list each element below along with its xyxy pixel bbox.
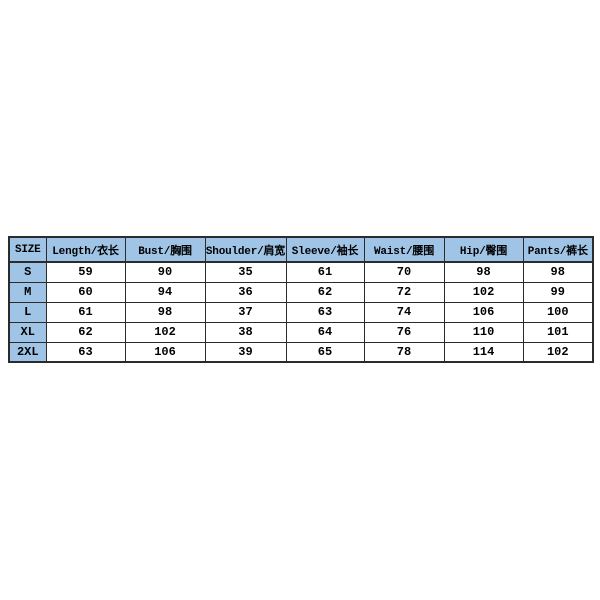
measurement-cell: 99 [522, 281, 594, 303]
measurement-cell: 102 [522, 341, 594, 363]
measurement-cell: 63 [285, 301, 365, 323]
measurement-cell: 72 [363, 281, 445, 303]
measurement-cell: 37 [204, 301, 287, 323]
size-row-label: XL [8, 321, 47, 343]
measurement-cell: 101 [522, 321, 594, 343]
table-row-l: L 61 98 37 63 74 106 100 [8, 301, 594, 323]
measurement-cell: 110 [443, 321, 524, 343]
column-header-hip: Hip/臀围 [443, 236, 524, 263]
table-row-s: S 59 90 35 61 70 98 98 [8, 261, 594, 283]
column-header-sleeve: Sleeve/袖长 [285, 236, 365, 263]
column-header-shoulder: Shoulder/肩宽 [204, 236, 287, 263]
measurement-cell: 76 [363, 321, 445, 343]
measurement-cell: 114 [443, 341, 524, 363]
measurement-cell: 39 [204, 341, 287, 363]
header-row: SIZE Length/衣长 Bust/胸围 Shoulder/肩宽 Sleev… [8, 236, 594, 263]
column-header-bust: Bust/胸围 [124, 236, 206, 263]
measurement-cell: 74 [363, 301, 445, 323]
column-header-size: SIZE [8, 236, 47, 263]
measurement-cell: 60 [45, 281, 126, 303]
table-row-2xl: 2XL 63 106 39 65 78 114 102 [8, 341, 594, 363]
column-header-waist: Waist/腰围 [363, 236, 445, 263]
measurement-cell: 36 [204, 281, 287, 303]
measurement-cell: 64 [285, 321, 365, 343]
table-row-m: M 60 94 36 62 72 102 99 [8, 281, 594, 303]
measurement-cell: 61 [285, 261, 365, 283]
column-header-pants: Pants/裤长 [522, 236, 594, 263]
measurement-cell: 70 [363, 261, 445, 283]
size-row-label: 2XL [8, 341, 47, 363]
measurement-cell: 102 [443, 281, 524, 303]
measurement-cell: 62 [45, 321, 126, 343]
measurement-cell: 35 [204, 261, 287, 283]
table-row-xl: XL 62 102 38 64 76 110 101 [8, 321, 594, 343]
measurement-cell: 61 [45, 301, 126, 323]
measurement-cell: 90 [124, 261, 206, 283]
size-row-label: L [8, 301, 47, 323]
measurement-cell: 100 [522, 301, 594, 323]
measurement-cell: 102 [124, 321, 206, 343]
measurement-cell: 59 [45, 261, 126, 283]
size-row-label: S [8, 261, 47, 283]
measurement-cell: 62 [285, 281, 365, 303]
measurement-cell: 98 [124, 301, 206, 323]
measurement-cell: 78 [363, 341, 445, 363]
size-row-label: M [8, 281, 47, 303]
measurement-cell: 38 [204, 321, 287, 343]
size-chart: SIZE Length/衣长 Bust/胸围 Shoulder/肩宽 Sleev… [8, 236, 594, 363]
measurement-cell: 106 [443, 301, 524, 323]
size-chart-table: SIZE Length/衣长 Bust/胸围 Shoulder/肩宽 Sleev… [8, 236, 594, 363]
measurement-cell: 65 [285, 341, 365, 363]
measurement-cell: 106 [124, 341, 206, 363]
measurement-cell: 98 [522, 261, 594, 283]
column-header-length: Length/衣长 [45, 236, 126, 263]
measurement-cell: 98 [443, 261, 524, 283]
measurement-cell: 63 [45, 341, 126, 363]
measurement-cell: 94 [124, 281, 206, 303]
